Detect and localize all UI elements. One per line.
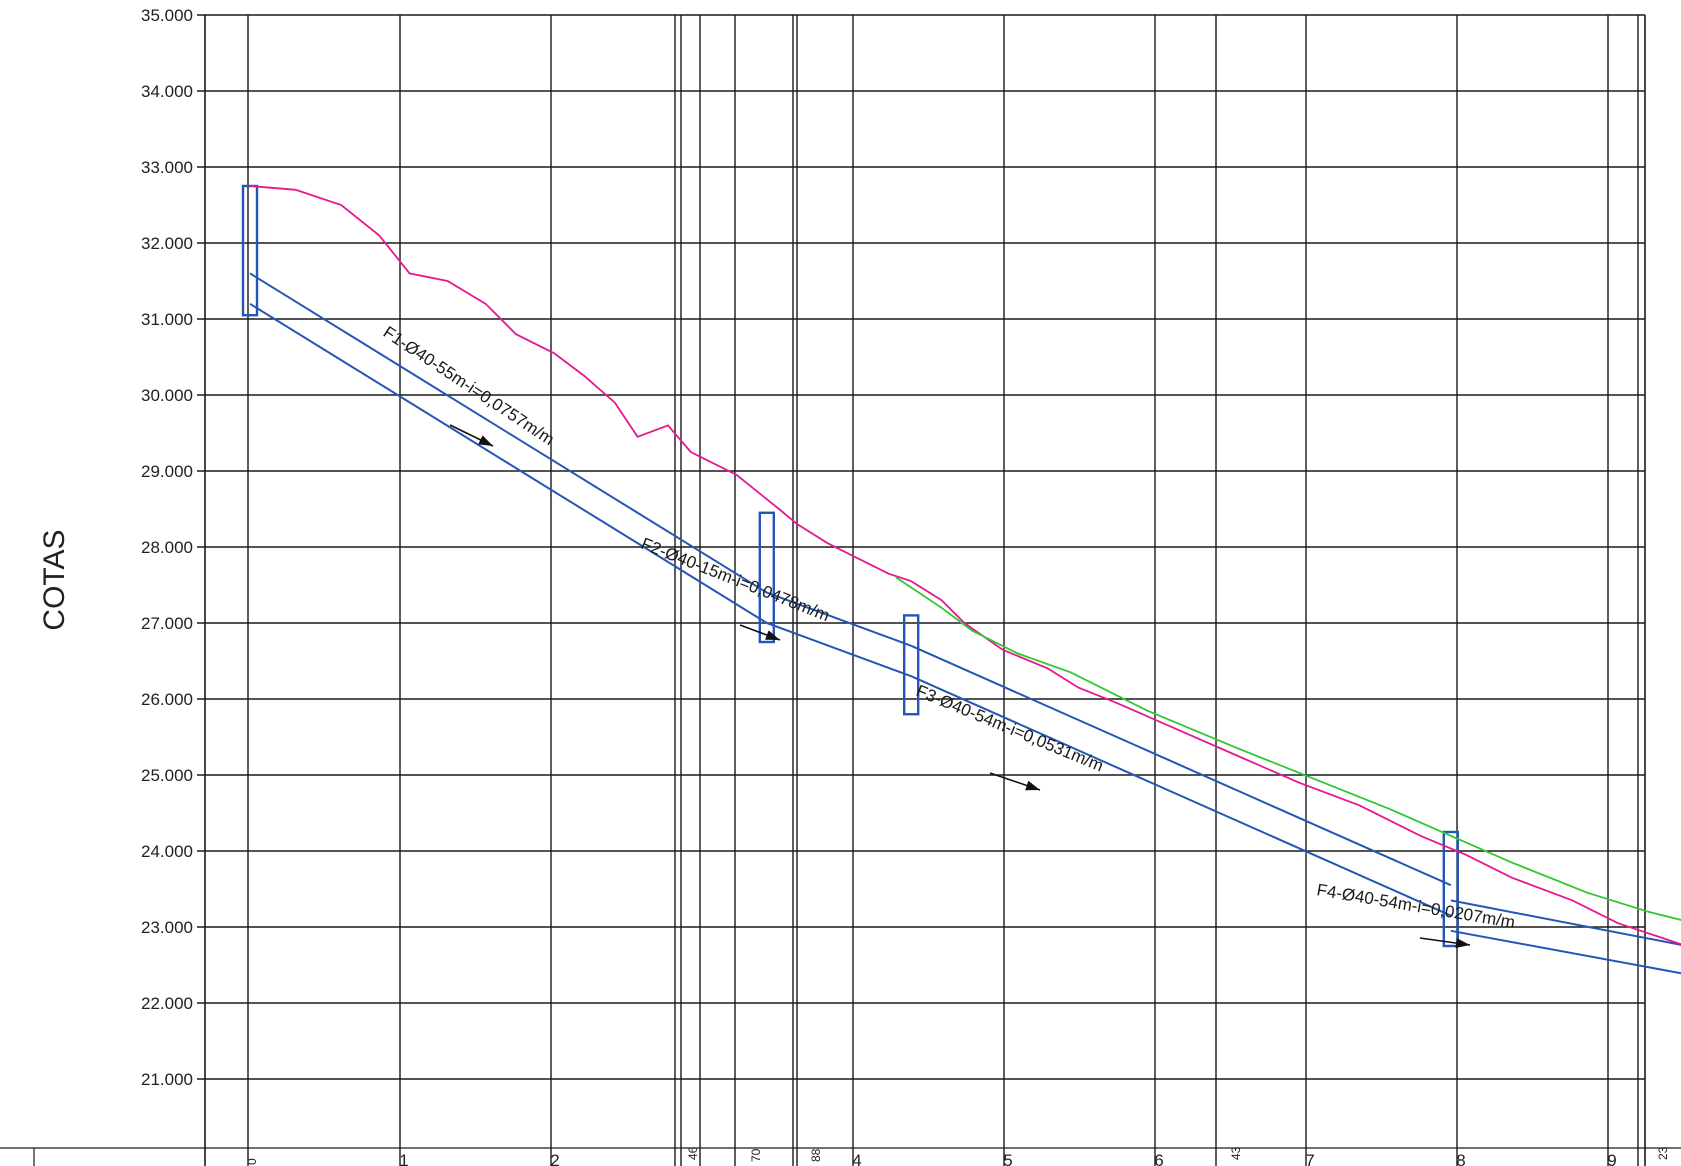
pipe-labels: F1-Ø40-55m-i=0,0757m/mF2-Ø40-15m-i=0,047… — [380, 322, 1517, 949]
manhole — [241, 184, 259, 317]
y-tick-label: 21.000 — [141, 1070, 193, 1089]
y-axis-title: COTAS — [38, 529, 71, 630]
manholes — [241, 184, 1460, 948]
station-tick-label: 23 — [1656, 1146, 1670, 1160]
y-tick-label: 34.000 — [141, 82, 193, 101]
x-tick-label: 8 — [1456, 1151, 1465, 1166]
pipe-crown-line — [249, 272, 768, 594]
pipe-label: F3-Ø40-54m-i=0,0531m/m — [913, 681, 1106, 775]
pipe-crown-line — [1450, 899, 1681, 946]
x-tick-label: 6 — [1154, 1151, 1163, 1166]
station-tick-label: 0 — [245, 1158, 259, 1165]
x-axis-ticks: 1 2 4 5 6 7 8 9 0 46 70 88 43 23 — [245, 1146, 1670, 1166]
y-axis-ticks: 35.000 34.000 33.000 32.000 31.000 30.000 29.0… — [141, 6, 193, 1089]
horizontal-gridlines — [0, 14, 1681, 1166]
flow-arrow-head — [478, 435, 493, 446]
x-tick-label: 1 — [399, 1151, 408, 1166]
station-tick-label: 70 — [749, 1148, 763, 1162]
flow-arrow-head — [765, 630, 780, 640]
vertical-gridlines — [247, 15, 1639, 1166]
x-tick-label: 7 — [1305, 1151, 1314, 1166]
y-tick-label: 30.000 — [141, 386, 193, 405]
flow-arrow-head — [1455, 938, 1470, 949]
station-tick-label: 88 — [809, 1148, 823, 1162]
pipe-crown-line — [766, 591, 912, 647]
terrain-line — [249, 185, 1681, 946]
pipe-invert-line — [249, 302, 768, 624]
y-tick-label: 26.000 — [141, 690, 193, 709]
station-tick-label: 43 — [1229, 1146, 1243, 1160]
manhole — [758, 511, 775, 644]
x-tick-label: 4 — [852, 1151, 861, 1166]
y-tick-label: 33.000 — [141, 158, 193, 177]
y-tick-label: 24.000 — [141, 842, 193, 861]
y-tick-label: 25.000 — [141, 766, 193, 785]
y-tick-label: 35.000 — [141, 6, 193, 25]
y-tick-label: 23.000 — [141, 918, 193, 937]
y-tick-label: 27.000 — [141, 614, 193, 633]
station-tick-label: 46 — [686, 1146, 700, 1160]
x-tick-label: 2 — [550, 1151, 559, 1166]
x-tick-label: 9 — [1607, 1151, 1616, 1166]
y-tick-label: 32.000 — [141, 234, 193, 253]
proposed-terrain-line — [895, 576, 1681, 921]
terrain-lines — [249, 185, 1681, 946]
pipe-invert-line — [766, 622, 912, 678]
y-tick-label: 28.000 — [141, 538, 193, 557]
flow-arrow-head — [1025, 780, 1040, 791]
manhole — [1442, 830, 1460, 948]
pipe-crown-line — [910, 644, 1452, 887]
manhole — [903, 614, 920, 716]
pipe-invert-line — [910, 675, 1452, 917]
y-tick-label: 31.000 — [141, 310, 193, 329]
x-tick-label: 5 — [1003, 1151, 1012, 1166]
pipe-invert-line — [1450, 929, 1681, 975]
y-tick-label: 22.000 — [141, 994, 193, 1013]
pipe-label: F4-Ø40-54m-i=0,0207m/m — [1315, 880, 1516, 932]
pipe-segments — [249, 272, 1681, 975]
y-tick-label: 29.000 — [141, 462, 193, 481]
